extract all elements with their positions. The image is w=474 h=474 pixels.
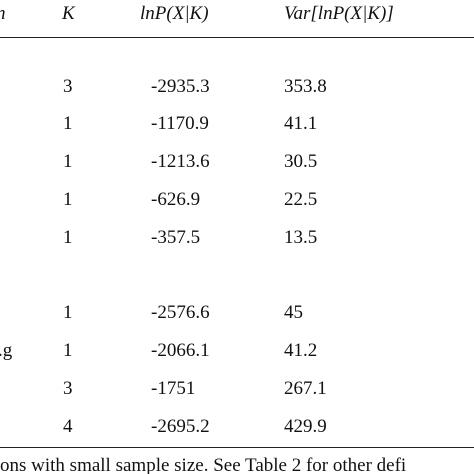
var-cell: 45	[284, 302, 303, 323]
row-label: .g	[0, 340, 13, 361]
lnp-cell: -2576.6	[151, 302, 210, 323]
header-cell: K	[62, 3, 75, 24]
k-cell: 3	[63, 76, 73, 97]
header-cell: lnP(X|K)	[140, 3, 209, 24]
lnp-cell: -357.5	[151, 227, 201, 248]
header-rule	[0, 37, 474, 38]
lnp-cell: -2066.1	[151, 340, 210, 361]
k-cell: 3	[63, 378, 73, 399]
k-cell: 1	[63, 227, 73, 248]
lnp-cell: -626.9	[151, 189, 201, 210]
lnp-cell: -1170.9	[151, 113, 209, 134]
var-cell: 13.5	[284, 227, 318, 248]
k-cell: 1	[63, 189, 73, 210]
header-cell: Var[lnP(X|K)]	[284, 3, 394, 24]
var-cell: 429.9	[284, 416, 327, 437]
k-cell: 1	[63, 340, 73, 361]
var-cell: 41.2	[284, 340, 318, 361]
lnp-cell: -1213.6	[151, 151, 210, 172]
k-cell: 1	[63, 151, 73, 172]
lnp-cell: -1751	[151, 378, 196, 399]
header-cell: n	[0, 3, 6, 25]
var-cell: 41.1	[284, 113, 318, 134]
var-cell: 267.1	[284, 378, 327, 399]
var-cell: 30.5	[284, 151, 318, 172]
bottom-rule	[0, 447, 474, 448]
k-cell: 1	[63, 113, 73, 134]
footnote: ons with small sample size. See Table 2 …	[0, 455, 407, 474]
lnp-cell: -2695.2	[151, 416, 210, 437]
k-cell: 4	[63, 416, 73, 437]
var-cell: 22.5	[284, 189, 318, 210]
k-cell: 1	[63, 302, 73, 323]
var-cell: 353.8	[284, 76, 327, 97]
lnp-cell: -2935.3	[151, 76, 210, 97]
